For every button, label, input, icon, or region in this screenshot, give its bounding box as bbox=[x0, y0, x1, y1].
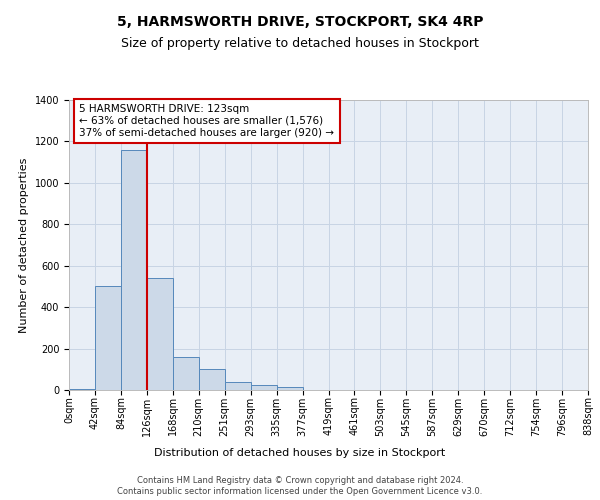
Y-axis label: Number of detached properties: Number of detached properties bbox=[19, 158, 29, 332]
Bar bbox=[225, 382, 251, 390]
Bar bbox=[277, 388, 302, 390]
Bar bbox=[121, 150, 147, 390]
Text: Size of property relative to detached houses in Stockport: Size of property relative to detached ho… bbox=[121, 38, 479, 51]
Text: Contains public sector information licensed under the Open Government Licence v3: Contains public sector information licen… bbox=[118, 487, 482, 496]
Bar bbox=[69, 389, 95, 390]
Bar bbox=[95, 286, 121, 390]
Text: Distribution of detached houses by size in Stockport: Distribution of detached houses by size … bbox=[154, 448, 446, 458]
Text: 5, HARMSWORTH DRIVE, STOCKPORT, SK4 4RP: 5, HARMSWORTH DRIVE, STOCKPORT, SK4 4RP bbox=[117, 15, 483, 29]
Bar bbox=[199, 370, 224, 390]
Text: Contains HM Land Registry data © Crown copyright and database right 2024.: Contains HM Land Registry data © Crown c… bbox=[137, 476, 463, 485]
Bar bbox=[251, 385, 277, 390]
Bar bbox=[147, 278, 173, 390]
Text: 5 HARMSWORTH DRIVE: 123sqm
← 63% of detached houses are smaller (1,576)
37% of s: 5 HARMSWORTH DRIVE: 123sqm ← 63% of deta… bbox=[79, 104, 334, 138]
Bar bbox=[173, 357, 199, 390]
